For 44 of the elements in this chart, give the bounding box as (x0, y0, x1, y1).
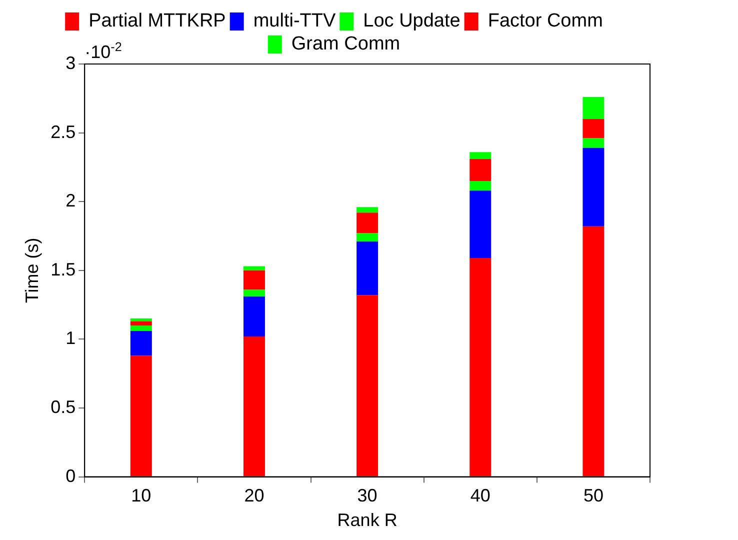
bar (243, 270, 265, 290)
bar (130, 318, 152, 322)
x-tick-label: 10 (131, 486, 152, 506)
legend-label: Factor Comm (488, 10, 603, 32)
y-tick-label: 2.5 (50, 122, 76, 142)
bar (243, 290, 265, 297)
x-axis-title: Rank R (337, 510, 398, 530)
legend-label: Loc Update (363, 10, 460, 32)
bar (130, 330, 152, 356)
bar (130, 321, 152, 326)
bar (130, 356, 152, 476)
bar (356, 212, 378, 234)
bar (356, 295, 378, 476)
legend-label: Partial MTTKRP (88, 10, 226, 32)
bar (243, 336, 265, 476)
bar (470, 190, 492, 258)
bar (356, 207, 378, 213)
y-tick-label: 1.5 (50, 259, 76, 280)
legend-label: multi-TTV (253, 10, 336, 32)
y-tick-label: 3 (66, 52, 76, 73)
y-tick-label: 0.5 (50, 396, 76, 417)
x-tick-label: 50 (583, 486, 604, 506)
bar (243, 266, 265, 270)
x-tick-label: 20 (244, 486, 264, 506)
bar (470, 258, 492, 476)
y-tick-label: 0 (66, 466, 76, 486)
bar (130, 325, 152, 331)
legend-label: Gram Comm (291, 34, 400, 55)
x-tick-label: 40 (470, 486, 490, 506)
bar (356, 242, 378, 296)
bar (582, 148, 604, 226)
bar (470, 152, 492, 159)
bar (470, 158, 492, 181)
bar (582, 226, 604, 476)
x-tick-label: 30 (357, 486, 378, 506)
bar (243, 296, 265, 336)
bar (582, 97, 604, 120)
bar (582, 138, 604, 148)
bar (582, 119, 604, 138)
y-tick-label: 2 (66, 190, 76, 211)
bar (470, 180, 492, 191)
bar (356, 233, 378, 242)
y-tick-label: 1 (66, 328, 76, 348)
y-axis-title: Time (s) (22, 238, 42, 304)
